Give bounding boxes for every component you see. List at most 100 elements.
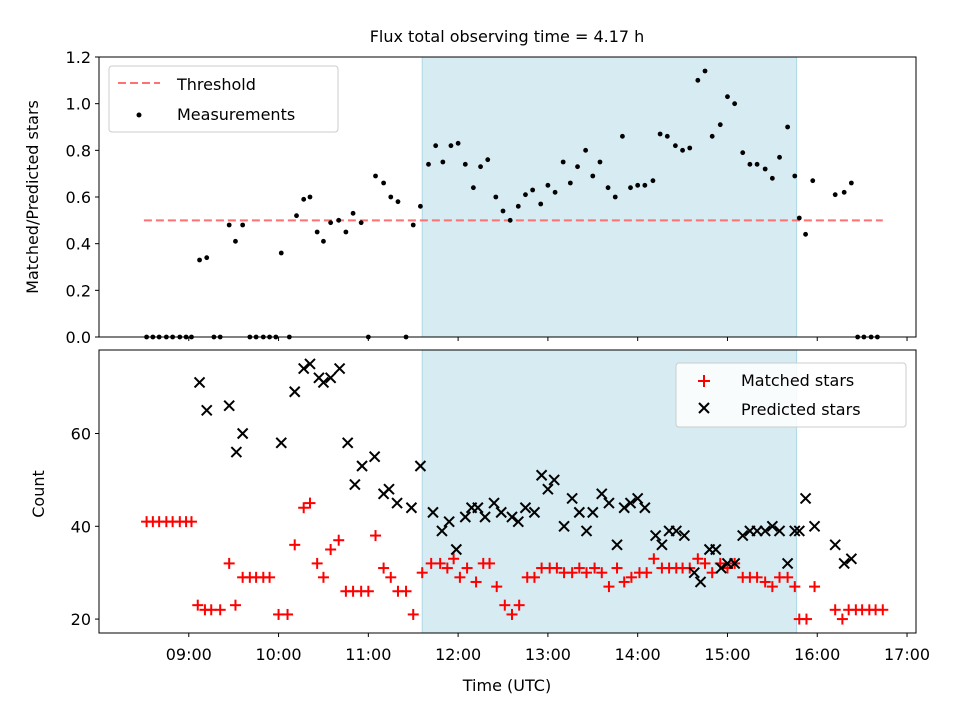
measurement-point: [687, 145, 693, 151]
bottom-panel: 20 40 60 09:00 10:00 11:00 12:00 13:00 14:00 15:…: [29, 349, 930, 695]
matched-star-point: [603, 581, 615, 593]
matched-star-point: [800, 613, 812, 625]
predicted-star-point: [459, 511, 472, 523]
measurement-point: [278, 250, 284, 256]
matched-star-point: [289, 539, 301, 551]
measurement-point: [725, 94, 730, 100]
matched-star-point: [596, 567, 608, 579]
predicted-star-point: [737, 529, 749, 542]
measurement-point: [695, 77, 701, 83]
chart-title: Flux total observing time = 4.17 h: [370, 27, 645, 46]
predicted-star-point: [356, 460, 368, 472]
legend-matched-label: Matched stars: [741, 371, 854, 390]
matched-star-point: [699, 557, 711, 569]
y-tick-label: 60: [71, 425, 91, 444]
matched-star-point: [214, 604, 226, 616]
legend-predicted-swatch: [698, 402, 710, 414]
matched-star-point: [223, 557, 235, 569]
predicted-star-point: [759, 525, 771, 537]
measurement-point: [832, 192, 838, 198]
measurement-point: [448, 143, 454, 149]
measurement-point: [500, 208, 506, 214]
predicted-star-point: [580, 525, 593, 537]
x-tick-label: 09:00: [166, 645, 212, 664]
legend-threshold-label: Threshold: [176, 75, 256, 94]
measurement-point: [628, 185, 633, 191]
measurement-point: [440, 159, 446, 165]
measurement-point: [373, 173, 378, 179]
y-tick-label: 1.0: [66, 95, 91, 114]
predicted-star-point: [694, 576, 707, 588]
matched-star-point: [185, 516, 197, 528]
predicted-star-point: [495, 506, 507, 519]
predicted-star-point: [230, 446, 243, 458]
predicted-star-point: [289, 386, 301, 398]
y-tick-label: 0.8: [66, 141, 91, 160]
measurement-point: [762, 166, 768, 172]
matched-star-point: [759, 576, 771, 588]
measurement-point: [605, 185, 611, 191]
matched-star-point: [491, 581, 503, 593]
matched-star-point: [362, 585, 374, 597]
measurement-point: [395, 199, 401, 205]
predicted-star-point: [391, 497, 403, 509]
predicted-star-point: [793, 525, 805, 537]
predicted-star-point: [383, 483, 395, 495]
y-tick-label: 1.2: [66, 48, 91, 67]
predicted-star-point: [443, 515, 455, 528]
predicted-star-point: [304, 358, 316, 370]
predicted-star-point: [781, 557, 794, 570]
matched-star-point: [441, 562, 453, 574]
matched-star-point: [370, 530, 382, 542]
measurement-point: [343, 229, 349, 235]
matched-star-point: [506, 608, 518, 620]
top-x-axis-ticks: [188, 337, 908, 341]
predicted-star-point: [414, 460, 427, 472]
predicted-star-point: [829, 539, 841, 551]
measurement-point: [233, 238, 238, 244]
measurement-point: [530, 187, 536, 193]
measurement-point: [567, 180, 573, 186]
matched-star-point: [809, 581, 821, 593]
matched-star-point: [325, 543, 337, 555]
matched-star-point: [648, 553, 660, 565]
x-axis-label: Time (UTC): [462, 676, 551, 695]
predicted-star-point: [506, 511, 518, 523]
predicted-star-point: [317, 376, 330, 389]
bottom-y-axis-label: Count: [29, 470, 48, 518]
measurement-point: [204, 255, 210, 261]
measurement-point: [493, 194, 499, 200]
measurement-point: [848, 180, 854, 186]
matched-star-point: [566, 567, 578, 579]
measurement-point: [470, 185, 476, 191]
predicted-star-point: [201, 404, 213, 417]
measurement-point: [350, 210, 356, 216]
measurement-point: [590, 173, 596, 179]
measurement-point: [717, 122, 723, 128]
y-tick-label: 20: [71, 610, 91, 629]
predicted-star-point: [488, 497, 500, 509]
predicted-star-point: [799, 492, 812, 505]
x-tick-label: 12:00: [435, 645, 481, 664]
predicted-star-point: [618, 502, 630, 514]
predicted-star-point: [479, 511, 491, 523]
predicted-star-point: [656, 539, 668, 551]
predicted-star-point: [789, 525, 801, 537]
top-legend-box: [108, 65, 339, 133]
predicted-star-point: [193, 376, 206, 389]
measurement-point: [754, 161, 760, 167]
y-tick-label: 40: [71, 517, 91, 536]
predicted-star-point: [838, 557, 850, 570]
matched-star-point: [282, 608, 294, 620]
matched-star-point: [766, 581, 778, 593]
measurement-point: [785, 124, 791, 130]
x-tick-label: 11:00: [345, 645, 391, 664]
matched-star-point: [611, 562, 623, 574]
bottom-axes-frame: [98, 349, 917, 634]
bottom-legend: Matched stars Predicted stars: [675, 362, 907, 428]
legend-measurements-swatch: [136, 112, 142, 118]
measurement-point: [552, 189, 558, 195]
legend-predicted-label: Predicted stars: [741, 400, 861, 419]
matched-star-point: [877, 604, 889, 616]
measurement-point: [462, 161, 468, 167]
